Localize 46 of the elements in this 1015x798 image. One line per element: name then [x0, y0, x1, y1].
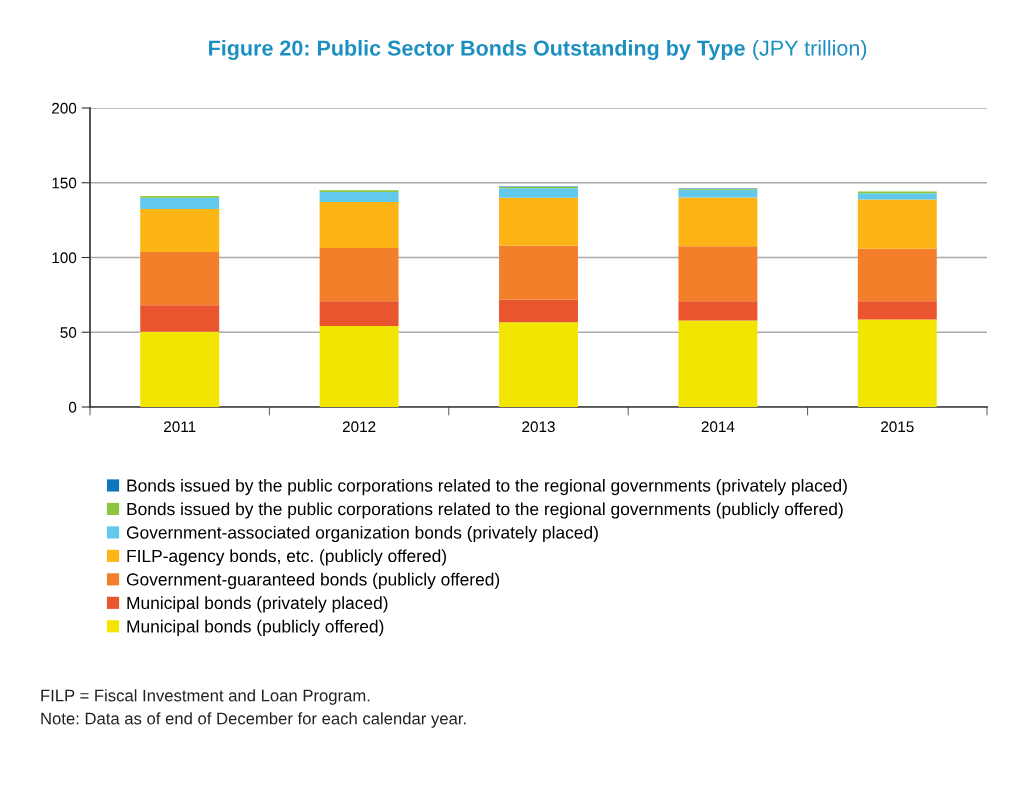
- legend-label: Municipal bonds (privately placed): [127, 596, 388, 613]
- legend-label: Municipal bonds (publicly offered): [127, 619, 384, 636]
- x-tick-label: 2012: [342, 421, 376, 433]
- bar: [319, 325, 399, 407]
- bar: [678, 189, 758, 198]
- bar: [140, 209, 220, 253]
- bar: [319, 301, 399, 326]
- bar: [499, 322, 578, 407]
- chart-subtitle: (JPY trillion): [753, 39, 867, 61]
- bar: [499, 245, 578, 300]
- bar: [319, 248, 399, 302]
- bar: [140, 305, 220, 332]
- y-tick-label: 100: [52, 252, 77, 264]
- x-tick-label: 2011: [164, 421, 196, 433]
- legend-label: FILP-agency bonds, etc. (publicly offered): [127, 549, 446, 566]
- y-tick-label: 150: [52, 177, 77, 189]
- bar: [678, 197, 758, 247]
- x-tick-label: 2014: [701, 421, 735, 433]
- bar: [678, 301, 758, 321]
- bar: [140, 252, 220, 306]
- legend-label: Government-associated organization bonds (privately placed): [126, 525, 598, 543]
- text: FILP = Fiscal Investment and Loan Program.: [41, 689, 370, 705]
- legend-label: Bonds issued by the public corporations related to the regional governments (publicly offered): [127, 502, 843, 519]
- y-tick-label: 200: [52, 102, 77, 114]
- chart-title: Figure 20: Public Sector Bonds Outstanding by Type: [209, 39, 745, 61]
- bar: [857, 199, 937, 249]
- bar: [499, 188, 578, 198]
- bar: [857, 248, 937, 302]
- text: Note: Data as of end of December for each calendar year.: [41, 712, 466, 728]
- bar: [319, 202, 399, 249]
- bar: [678, 320, 758, 407]
- bar: [140, 197, 220, 210]
- bar: [857, 193, 937, 200]
- bar: [857, 319, 937, 407]
- bar: [140, 331, 220, 407]
- bar: [678, 246, 758, 302]
- bar: [319, 192, 399, 203]
- bar: [499, 299, 578, 323]
- x-tick-label: 2013: [522, 421, 555, 433]
- y-tick-label: 0: [68, 401, 77, 413]
- y-tick-label: 50: [60, 327, 77, 338]
- legend-label: Bonds issued by the public corporations related to the regional governments (privately placed): [127, 478, 847, 496]
- legend-label: Government-guaranteed bonds (publicly offered): [126, 572, 500, 590]
- bar: [857, 301, 937, 320]
- x-tick-label: 2015: [881, 421, 914, 433]
- bar: [499, 197, 578, 246]
